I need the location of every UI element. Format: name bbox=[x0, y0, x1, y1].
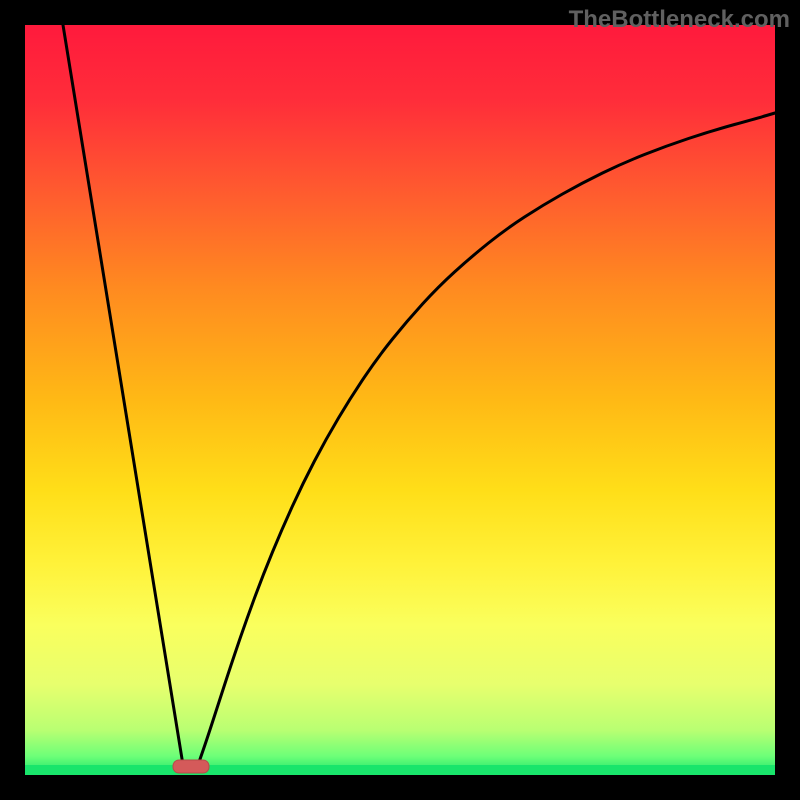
optimal-marker bbox=[173, 760, 209, 773]
chart-stage: { "watermark": { "text": "TheBottleneck.… bbox=[0, 0, 800, 800]
plot-area bbox=[25, 25, 775, 775]
bottom-green-band bbox=[25, 765, 775, 775]
watermark-label: TheBottleneck.com bbox=[569, 6, 790, 34]
gradient-background bbox=[25, 25, 775, 775]
plot-svg bbox=[25, 25, 775, 775]
